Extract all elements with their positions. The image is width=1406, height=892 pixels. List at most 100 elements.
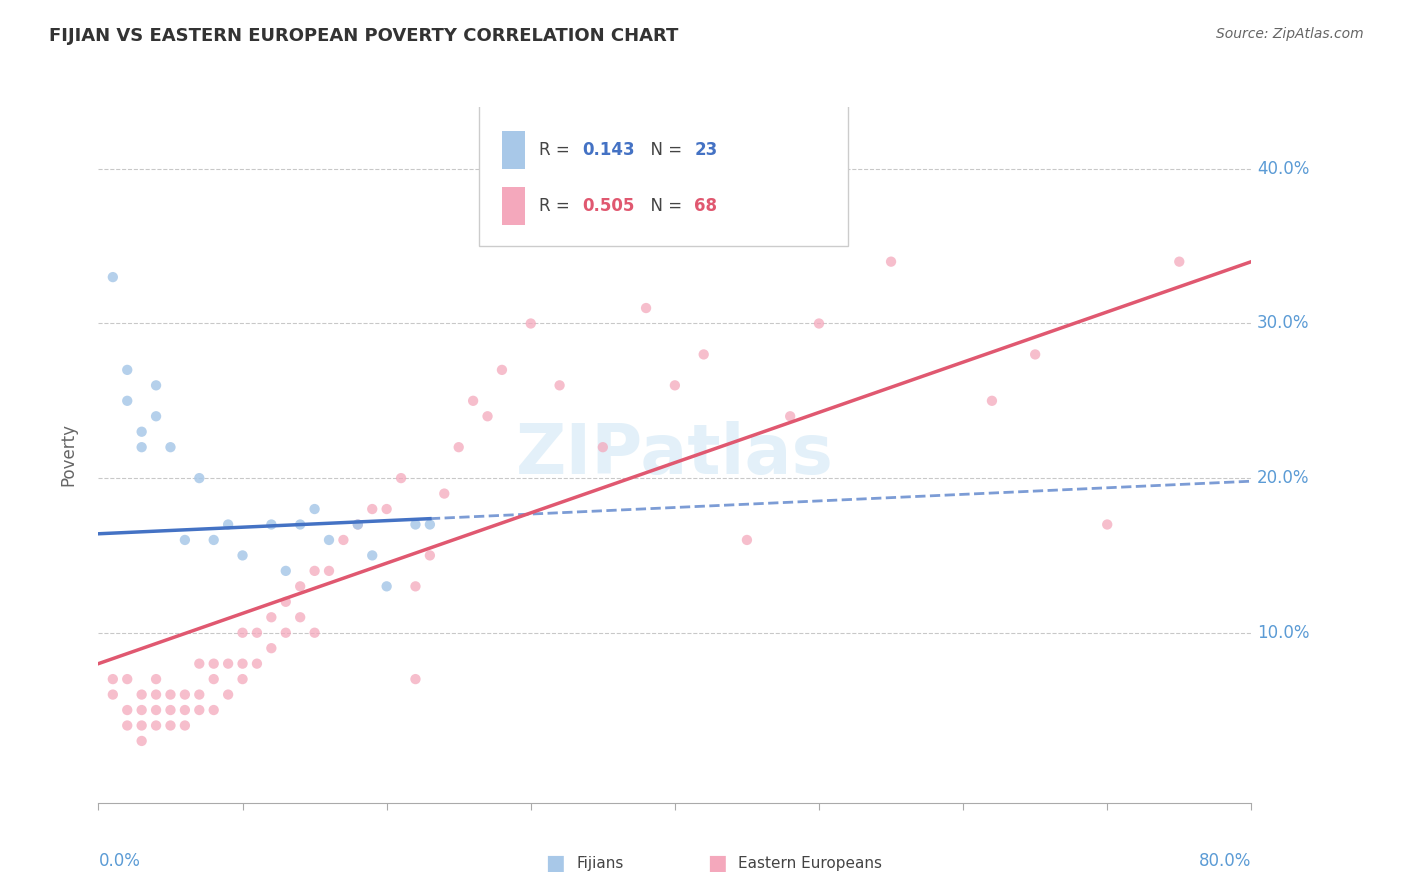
Point <box>145 703 167 717</box>
Point <box>318 533 340 547</box>
Point <box>117 672 138 686</box>
Text: ZIPatlas: ZIPatlas <box>516 421 834 489</box>
Point <box>231 625 254 640</box>
Point <box>246 657 269 671</box>
Text: N =: N = <box>640 141 688 159</box>
Point <box>477 409 499 424</box>
Point <box>217 688 239 702</box>
Point <box>131 734 153 748</box>
Point <box>274 625 297 640</box>
Point <box>274 564 297 578</box>
Point <box>202 533 225 547</box>
Point <box>131 425 153 439</box>
Point <box>346 517 368 532</box>
Point <box>131 718 153 732</box>
Point <box>202 657 225 671</box>
Point <box>188 688 211 702</box>
Point <box>231 549 254 563</box>
Point <box>260 517 283 532</box>
Point <box>361 549 384 563</box>
Point <box>202 672 225 686</box>
Text: 23: 23 <box>695 141 717 159</box>
Point <box>447 440 470 454</box>
Bar <box>502 187 524 226</box>
Point <box>117 718 138 732</box>
Point <box>202 703 225 717</box>
Point <box>131 688 153 702</box>
Point <box>405 579 427 593</box>
Point <box>592 440 614 454</box>
Point <box>1097 517 1119 532</box>
Text: 68: 68 <box>695 197 717 215</box>
Text: FIJIAN VS EASTERN EUROPEAN POVERTY CORRELATION CHART: FIJIAN VS EASTERN EUROPEAN POVERTY CORRE… <box>49 27 679 45</box>
Point <box>217 517 239 532</box>
Text: Fijians: Fijians <box>576 856 624 871</box>
Point <box>389 471 412 485</box>
Point <box>375 579 398 593</box>
Point <box>159 703 181 717</box>
Point <box>274 595 297 609</box>
Point <box>101 672 124 686</box>
Point <box>636 301 658 315</box>
Point <box>231 657 254 671</box>
Point <box>246 625 269 640</box>
Point <box>433 486 456 500</box>
Point <box>361 502 384 516</box>
Point <box>159 718 181 732</box>
Point <box>117 363 138 377</box>
Point <box>332 533 354 547</box>
Point <box>735 533 758 547</box>
Point <box>174 533 197 547</box>
Point <box>664 378 686 392</box>
Point <box>159 440 181 454</box>
Point <box>346 517 368 532</box>
Point <box>1168 254 1191 268</box>
Text: 80.0%: 80.0% <box>1199 852 1251 870</box>
Point <box>693 347 716 361</box>
Point <box>304 564 326 578</box>
Point <box>159 688 181 702</box>
Point <box>188 471 211 485</box>
Text: 40.0%: 40.0% <box>1257 160 1309 178</box>
Point <box>174 703 197 717</box>
Point <box>260 610 283 624</box>
Point <box>491 363 513 377</box>
Point <box>174 718 197 732</box>
Point <box>981 393 1004 408</box>
Point <box>419 549 441 563</box>
Point <box>304 502 326 516</box>
Point <box>290 579 312 593</box>
Text: R =: R = <box>538 141 575 159</box>
Text: 0.0%: 0.0% <box>98 852 141 870</box>
Text: Eastern Europeans: Eastern Europeans <box>738 856 882 871</box>
Text: 20.0%: 20.0% <box>1257 469 1309 487</box>
Point <box>419 517 441 532</box>
Point <box>461 393 484 408</box>
Point <box>217 657 239 671</box>
Point <box>101 688 124 702</box>
Point <box>131 703 153 717</box>
Point <box>188 703 211 717</box>
Text: N =: N = <box>640 197 688 215</box>
Point <box>880 254 903 268</box>
Point <box>131 440 153 454</box>
Text: ■: ■ <box>707 854 727 873</box>
Point <box>405 517 427 532</box>
Text: 0.505: 0.505 <box>582 197 636 215</box>
Point <box>548 378 571 392</box>
Point <box>117 703 138 717</box>
Text: R =: R = <box>538 197 575 215</box>
Text: ■: ■ <box>546 854 565 873</box>
Point <box>405 672 427 686</box>
Point <box>101 270 124 285</box>
Point <box>117 393 138 408</box>
Text: 10.0%: 10.0% <box>1257 624 1309 641</box>
Point <box>807 317 830 331</box>
Bar <box>502 131 524 169</box>
Point <box>145 672 167 686</box>
Point <box>318 564 340 578</box>
Point <box>231 672 254 686</box>
Point <box>304 625 326 640</box>
Text: Source: ZipAtlas.com: Source: ZipAtlas.com <box>1216 27 1364 41</box>
Point <box>1024 347 1046 361</box>
